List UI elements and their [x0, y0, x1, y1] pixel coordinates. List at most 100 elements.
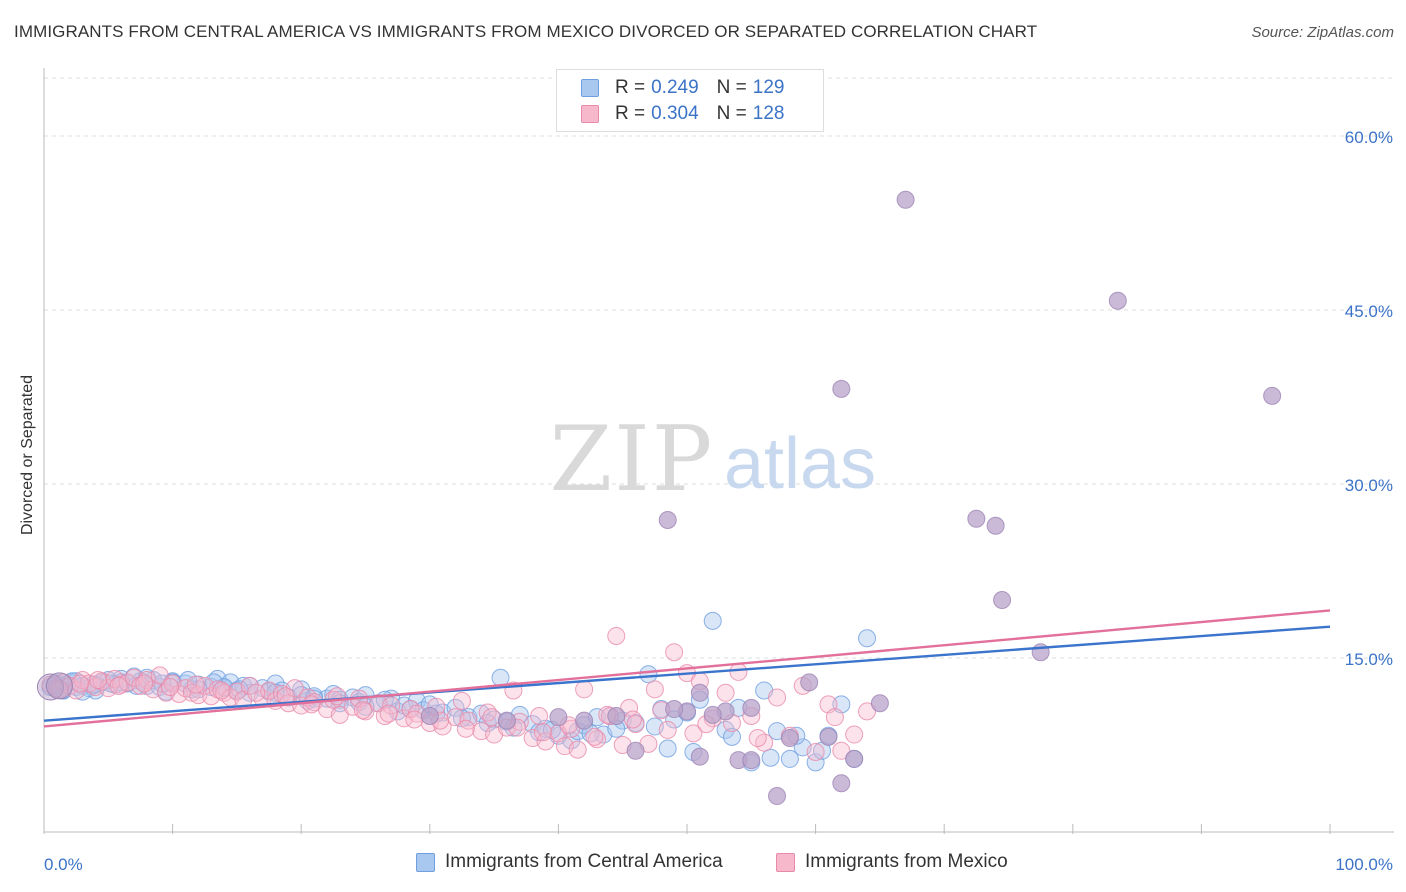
data-point [825, 708, 844, 727]
data-point [723, 727, 742, 746]
data-point [684, 724, 703, 743]
legend-r-value: 0.304 [651, 103, 699, 124]
data-point [89, 671, 108, 690]
legend-r-label: R = [615, 77, 646, 98]
data-point [150, 666, 169, 685]
data-point [109, 676, 128, 695]
x-tick-label: 100.0% [1335, 855, 1393, 874]
data-point [482, 708, 501, 727]
legend-r-label: R = [615, 103, 646, 124]
data-point [585, 727, 604, 746]
series-legend: Immigrants from Central America Immigran… [0, 851, 1406, 877]
data-point [716, 683, 735, 702]
data-point [658, 739, 677, 758]
legend-swatch-blue [581, 79, 599, 97]
data-point [768, 787, 787, 806]
gridlines [44, 77, 1394, 659]
data-point [353, 701, 372, 720]
data-point [742, 698, 761, 717]
chart-title: IMMIGRANTS FROM CENTRAL AMERICA VS IMMIG… [14, 22, 1038, 41]
data-point [626, 715, 645, 734]
legend-label-central-america: Immigrants from Central America [445, 851, 723, 872]
data-point [780, 729, 799, 748]
legend-n-label: N = [716, 103, 747, 124]
data-point [729, 662, 748, 681]
data-point [215, 683, 234, 702]
data-point [858, 629, 877, 648]
watermark-zip: ZIP [550, 407, 715, 512]
legend-row-mexico: R = 0.304 N = 128 [581, 102, 784, 126]
legend-n-value: 128 [752, 103, 785, 124]
data-point [858, 702, 877, 721]
data-point [328, 687, 347, 706]
data-point [690, 747, 709, 766]
trend-lines [43, 609, 1331, 728]
data-point [401, 700, 420, 719]
legend-swatch-pink [776, 852, 795, 872]
y-tick-label: 45.0% [1345, 302, 1393, 321]
data-point [240, 676, 259, 695]
watermark: ZIP atlas [550, 407, 876, 512]
y-tick-label: 15.0% [1345, 650, 1393, 669]
data-point [607, 626, 626, 645]
data-point [845, 725, 864, 744]
data-point [819, 727, 838, 746]
data-point [658, 720, 677, 739]
data-point [993, 591, 1012, 609]
data-point [587, 730, 606, 749]
data-point [806, 753, 825, 772]
data-point [533, 723, 552, 742]
legend-row-central-america: R = 0.249 N = 129 [581, 76, 784, 100]
data-point [780, 749, 799, 768]
data-point [1108, 291, 1127, 310]
data-point [446, 698, 465, 717]
legend-item-central-america[interactable]: Immigrants from Central America [416, 851, 723, 873]
data-point [620, 698, 639, 717]
data-point [645, 680, 664, 699]
data-point [742, 751, 761, 770]
data-point [665, 700, 684, 719]
data-point [247, 683, 266, 702]
data-point [135, 674, 154, 693]
data-point [703, 611, 722, 630]
data-point [189, 686, 208, 705]
data-point [45, 672, 73, 700]
y-tick-label: 30.0% [1345, 476, 1393, 495]
data-point [456, 719, 475, 738]
data-point [549, 708, 568, 727]
trend-line [43, 609, 1331, 728]
legend-n-value: 129 [752, 77, 785, 98]
data-point [330, 705, 349, 724]
data-point [302, 695, 321, 714]
data-point [420, 707, 439, 725]
legend-item-mexico[interactable]: Immigrants from Mexico [776, 851, 1008, 873]
y-tick-label: 60.0% [1345, 128, 1393, 147]
source-label: Source: ZipAtlas.com [1251, 24, 1394, 41]
data-point [690, 683, 709, 702]
tick-labels: 15.0% 30.0% 45.0% 60.0% 0.0% 100.0% [44, 128, 1393, 874]
data-point [626, 741, 645, 760]
data-point [452, 691, 471, 710]
data-point [562, 719, 581, 738]
data-point [832, 741, 851, 760]
data-point [658, 510, 677, 529]
data-point [379, 704, 398, 723]
stats-legend: R = 0.249 N = 129 R = 0.304 N = 128 [556, 69, 824, 132]
data-point [639, 665, 658, 684]
data-point [768, 688, 787, 707]
data-point [575, 711, 594, 730]
data-point [870, 694, 889, 713]
data-point [967, 509, 986, 528]
data-point [607, 707, 626, 725]
data-point [186, 675, 205, 694]
data-point [845, 749, 864, 768]
data-point [806, 742, 825, 761]
data-point [755, 733, 774, 752]
axes [43, 68, 1394, 834]
data-point [575, 680, 594, 699]
data-point [665, 643, 684, 662]
legend-r-value: 0.249 [651, 77, 699, 98]
data-point [832, 774, 851, 793]
legend-n-label: N = [716, 77, 747, 98]
legend-label-mexico: Immigrants from Mexico [805, 851, 1008, 872]
